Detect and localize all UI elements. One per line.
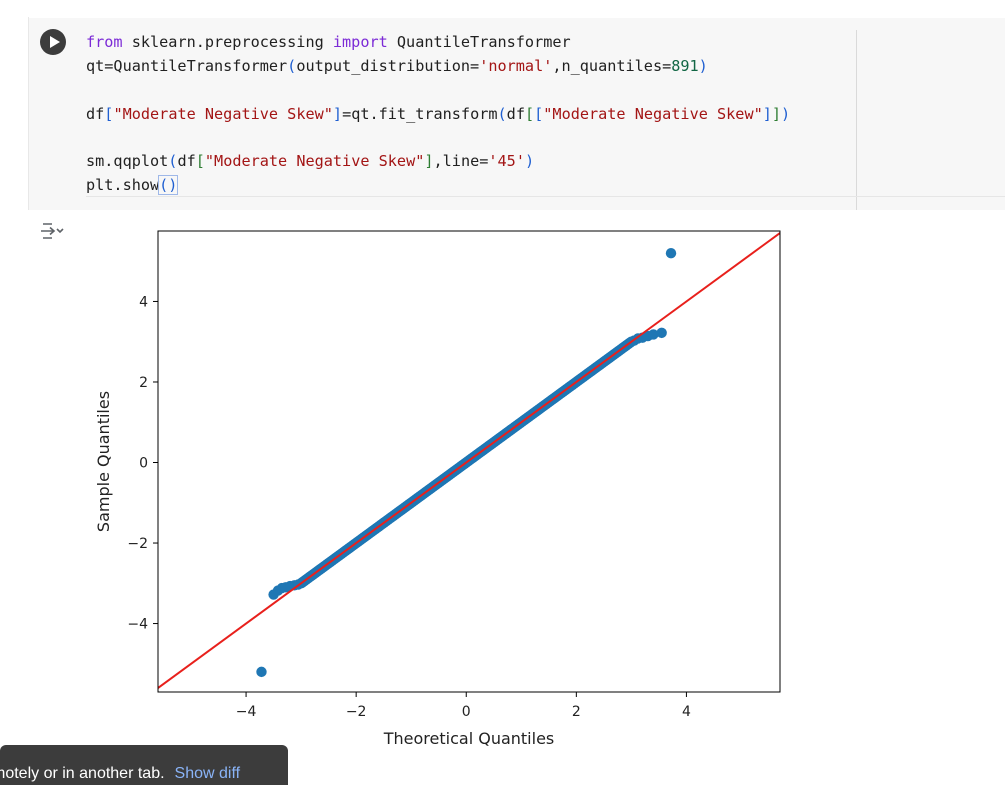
text-cursor: [177, 175, 179, 193]
code-token: df: [506, 104, 525, 123]
data-point: [665, 247, 677, 259]
toast-notification: motely or in another tab. Show diff: [0, 745, 288, 785]
code-token: ]: [332, 104, 343, 123]
code-token: (: [168, 152, 178, 170]
y-axis-label: Sample Quantiles: [94, 391, 113, 532]
y-tick-label: 2: [139, 375, 148, 391]
code-token: sklearn.preprocessing: [122, 33, 333, 51]
toast-message: motely or in another tab.: [0, 765, 165, 782]
code-token: [: [534, 104, 544, 123]
x-tick-label: 0: [462, 704, 471, 720]
data-point: [256, 666, 267, 678]
code-token: =qt.fit_transform: [342, 104, 498, 123]
code-token: ): [524, 152, 535, 170]
output-toggle-icon[interactable]: [38, 218, 66, 246]
code-token: sm.qqplot: [86, 152, 169, 170]
code-token: ): [781, 104, 791, 123]
y-tick-label: −4: [127, 617, 148, 633]
code-token: "Moderate Negative Skew": [204, 152, 425, 170]
code-token: "Moderate Negative Skew": [113, 104, 333, 123]
reference-line: [158, 231, 780, 690]
data-point: [648, 329, 659, 340]
x-axis-label: Theoretical Quantiles: [383, 729, 555, 748]
code-line[interactable]: df["Moderate Negative Skew"]=qt.fit_tran…: [86, 102, 790, 126]
code-token: '45': [488, 152, 525, 170]
code-token: df: [86, 104, 105, 123]
x-tick-label: 4: [682, 704, 691, 720]
cell-border: [28, 17, 29, 210]
code-token: df: [177, 152, 196, 170]
code-token: [: [524, 104, 535, 123]
code-token: (: [497, 104, 507, 123]
code-line[interactable]: from sklearn.preprocessing import Quanti…: [86, 30, 790, 54]
y-tick-label: 4: [139, 294, 148, 310]
code-token: QuantileTransformer: [387, 33, 571, 51]
code-line[interactable]: plt.show(): [86, 173, 790, 197]
code-token: ]: [424, 152, 434, 170]
y-tick-label: 0: [139, 456, 148, 472]
code-line[interactable]: qt=QuantileTransformer(output_distributi…: [86, 54, 790, 78]
code-token: ,n_quantiles=: [552, 57, 672, 75]
editor-divider: [86, 196, 1005, 197]
code-token: ]: [771, 104, 782, 123]
x-tick-label: −4: [236, 704, 257, 720]
code-token: output_distribution=: [296, 57, 480, 75]
code-line[interactable]: sm.qqplot(df["Moderate Negative Skew"],l…: [86, 149, 790, 173]
code-token: 891: [671, 57, 699, 75]
code-token: "Moderate Negative Skew": [543, 104, 763, 123]
show-diff-link[interactable]: Show diff: [174, 765, 241, 782]
code-token: [: [104, 104, 114, 123]
code-token: plt.show: [86, 176, 160, 194]
code-token: (): [158, 175, 179, 195]
code-token: [: [195, 152, 205, 170]
y-tick-label: −2: [127, 536, 148, 552]
code-token: from: [86, 33, 123, 51]
plot-area: [158, 231, 780, 690]
x-tick-label: −2: [346, 704, 367, 720]
x-tick-label: 2: [572, 704, 581, 720]
code-token: (: [287, 57, 297, 75]
code-token: import: [332, 33, 388, 51]
code-token: qt=QuantileTransformer: [86, 57, 288, 75]
code-token: ]: [762, 104, 772, 123]
code-cell-editor[interactable]: [28, 18, 1005, 210]
axes-frame: [157, 230, 781, 693]
data-point: [656, 327, 667, 339]
run-cell-button[interactable]: [40, 29, 66, 55]
editor-ruler: [856, 30, 857, 210]
code-token: 'normal': [479, 57, 553, 75]
code-token: ,line=: [433, 152, 489, 170]
code-token: ): [698, 57, 708, 75]
code-text[interactable]: from sklearn.preprocessing import Quanti…: [86, 30, 790, 197]
